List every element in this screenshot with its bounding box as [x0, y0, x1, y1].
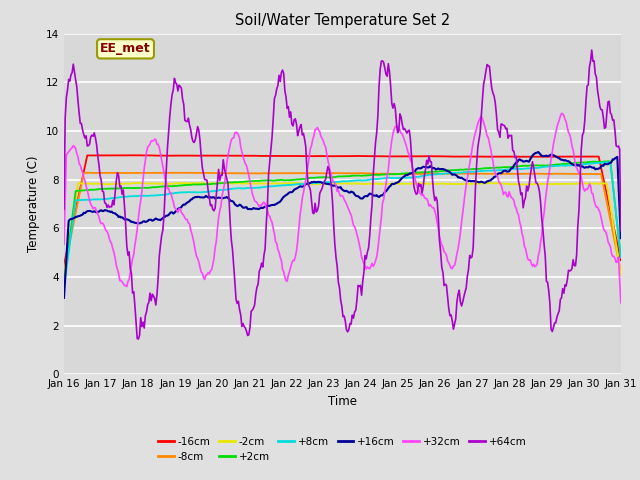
Y-axis label: Temperature (C): Temperature (C) [28, 156, 40, 252]
X-axis label: Time: Time [328, 395, 357, 408]
Text: EE_met: EE_met [100, 42, 151, 55]
Legend: -16cm, -8cm, -2cm, +2cm, +8cm, +16cm, +32cm, +64cm: -16cm, -8cm, -2cm, +2cm, +8cm, +16cm, +3… [154, 432, 531, 466]
Title: Soil/Water Temperature Set 2: Soil/Water Temperature Set 2 [235, 13, 450, 28]
